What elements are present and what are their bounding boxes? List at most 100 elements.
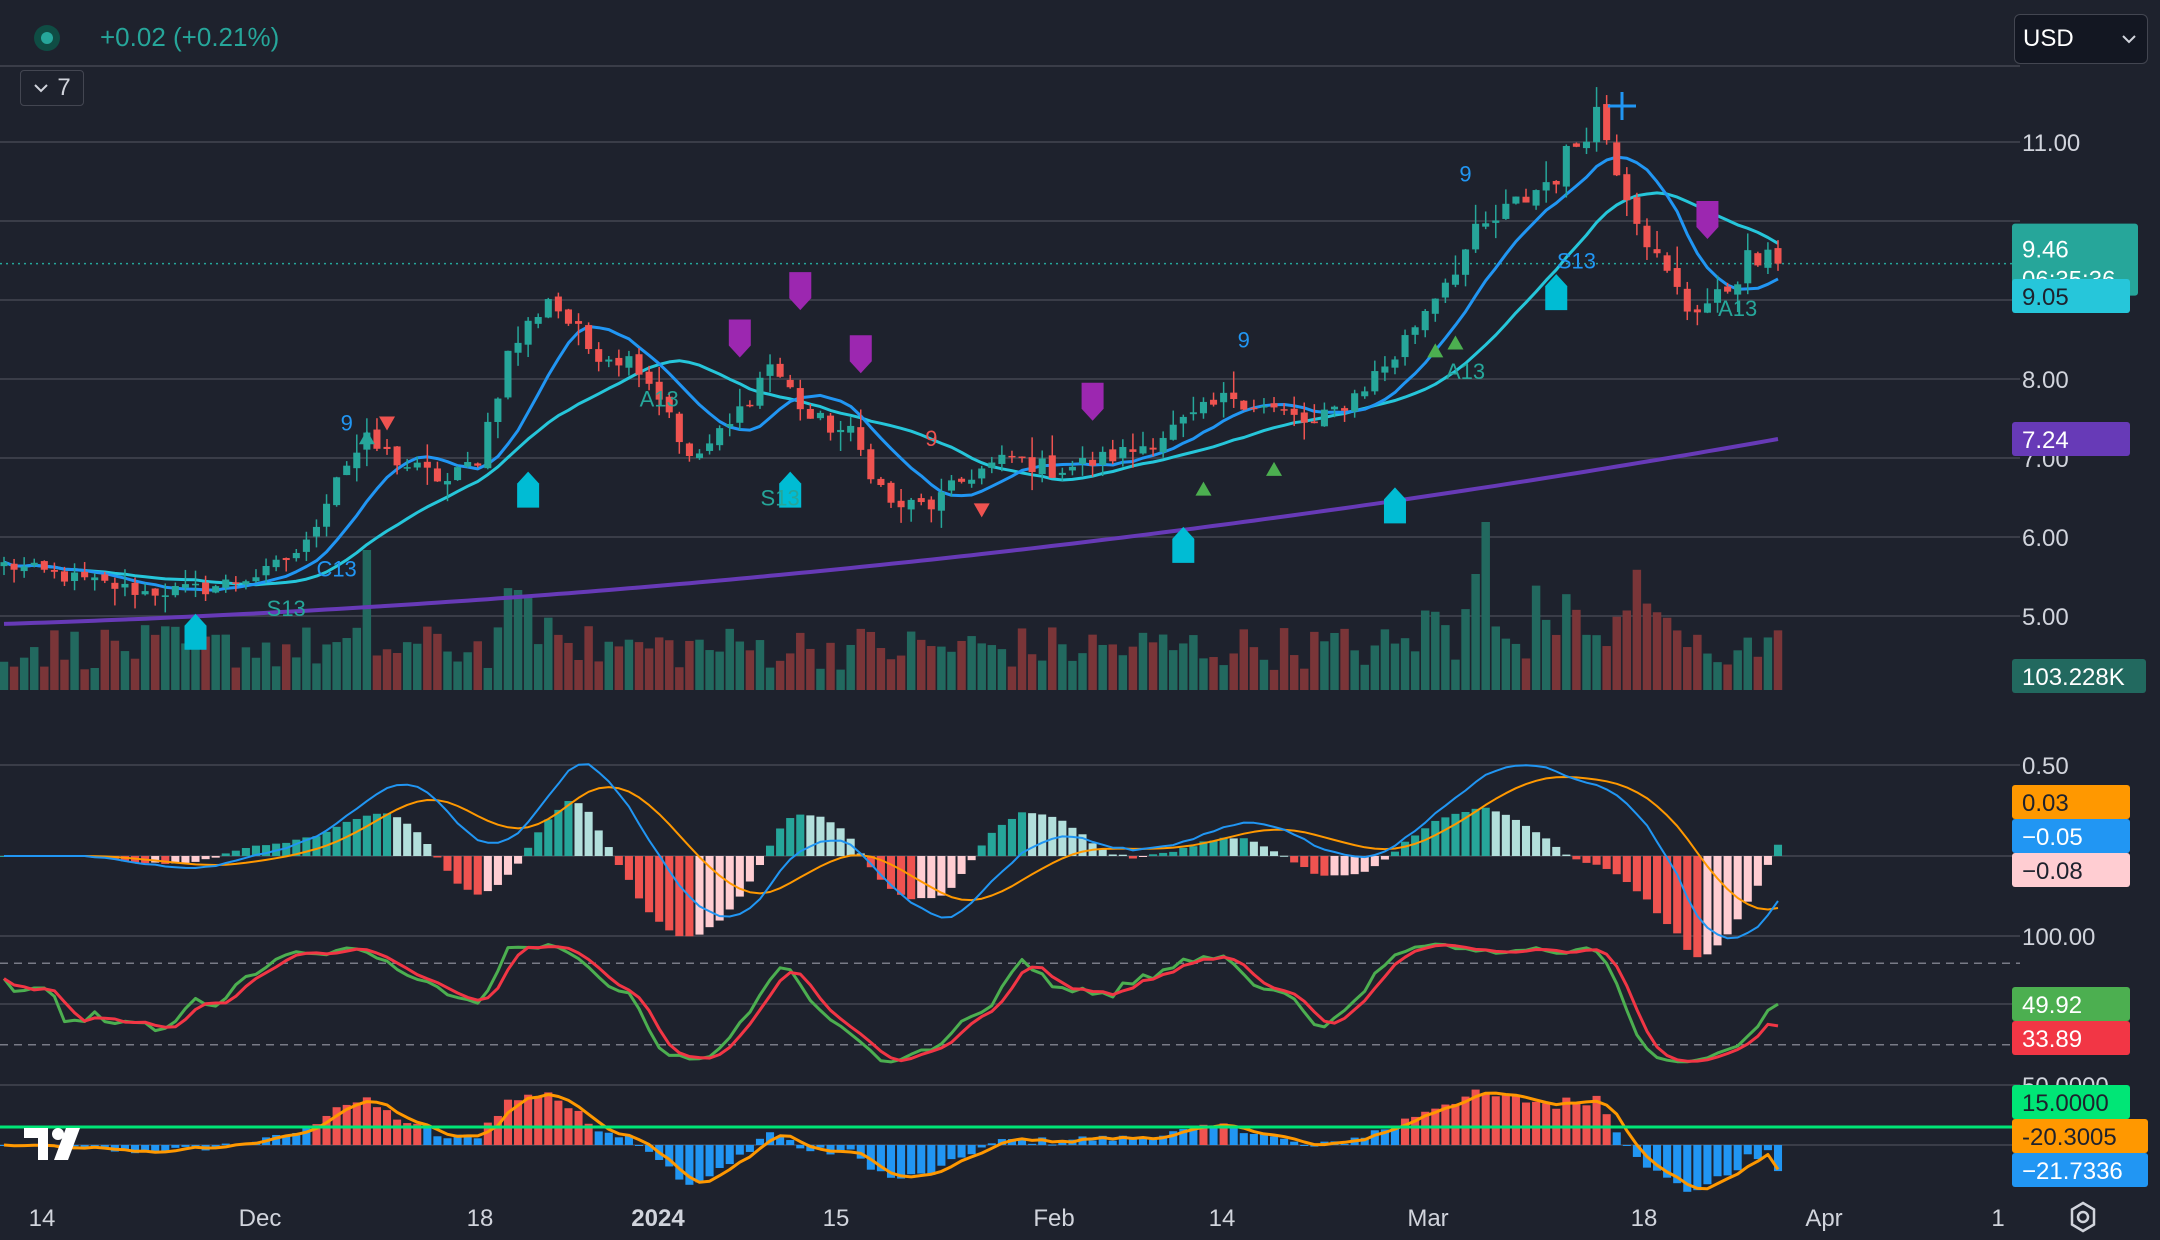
candle [1381,356,1389,382]
candle-body [978,468,986,479]
candle-body [1129,449,1137,452]
macd-histogram-bar [1552,846,1561,856]
volume-bar [1158,634,1168,690]
candle [252,569,260,583]
candle [353,434,361,482]
candle [141,583,149,596]
candle-body [514,342,522,353]
candle [897,488,905,523]
candle [1441,278,1449,303]
time-axis-label: Mar [1407,1205,1448,1232]
currency-select[interactable]: USD [2014,14,2148,64]
candle-body [947,480,956,491]
candle-body [897,500,905,508]
macd-histogram-bar [1149,854,1158,856]
candle-body [1703,303,1711,313]
candle-body [1199,401,1207,414]
price-change-text: +0.02 (+0.21%) [100,22,280,52]
currency-value: USD [2023,25,2074,52]
sma-slow-line [3,437,1779,626]
candle-body [373,429,381,449]
candle [907,497,915,522]
macd-histogram-bar [171,856,180,864]
volume-bar [80,669,89,690]
osc-histogram-bar [1451,1103,1460,1145]
macd-histogram-bar [1360,856,1369,872]
osc-histogram-bar [322,1115,331,1145]
osc-histogram-bar [80,1145,89,1148]
osc-histogram-bar [665,1145,674,1167]
osc-histogram-bar [695,1145,704,1183]
candle [1361,386,1369,399]
candle-body [1633,197,1641,224]
volume-bar [120,651,130,690]
time-axis-label: Apr [1805,1205,1842,1232]
up-triangle-icon [1195,481,1212,496]
candle-body [1210,399,1218,405]
stoch-d-line [3,943,1779,1063]
candle-body [1189,412,1197,415]
candle-body [1774,248,1782,264]
candle [20,557,28,578]
candle [776,357,784,378]
candle-body [141,591,149,595]
candle [615,349,623,377]
volume-bar [1713,662,1722,690]
macd-histogram-bar [1592,856,1601,865]
candle [1401,329,1409,366]
macd-histogram-bar [594,830,603,856]
time-axis-label: 2024 [631,1205,685,1232]
candle [927,496,935,523]
candle-body [302,539,310,552]
candle-body [675,413,683,443]
macd-histogram-bar [1007,818,1016,856]
candle [968,469,976,488]
osc-histogram-bar [846,1145,855,1150]
candle [816,410,824,421]
macd-histogram-bar [796,814,805,856]
osc-histogram-bar [70,1145,79,1147]
volume-value-tag: 103.228K [2012,659,2146,693]
candle-body [595,349,603,362]
macd-histogram-bar [322,831,331,856]
collapse-indicators-button[interactable]: 7 [20,70,84,106]
time-axis-label: 15 [823,1205,850,1232]
osc-histogram-bar [1411,1116,1420,1145]
signal-annotation: A13 [1446,359,1485,384]
macd-signal-value-tag: 0.03 [2012,785,2130,819]
osc-histogram-bar [624,1135,633,1145]
volume-bar [1027,654,1037,690]
volume-bar [634,642,644,690]
volume-bar [685,640,694,690]
candle [60,566,69,587]
osc-value-tag: −21.7336 [2012,1153,2148,1187]
volume-bar [846,644,855,690]
sma-fast-line [3,155,1779,592]
candle [1320,402,1328,427]
candle-body [1028,457,1036,473]
candle [1089,451,1097,477]
candle-body [685,443,693,457]
candle-body [252,577,260,582]
osc-histogram-bar [1239,1133,1248,1145]
buy-signal-icon [779,471,802,508]
settings-gear-icon[interactable] [2066,1200,2100,1234]
candle [1522,188,1530,203]
up-triangle-icon [358,430,375,445]
osc-histogram-bar [473,1138,482,1145]
candle [292,548,300,562]
volume-bar [564,642,573,690]
candle-body [1371,371,1379,392]
volume-bar [866,631,876,690]
osc-histogram-bar [776,1136,785,1145]
volume-bar [755,640,765,690]
candle-body [1401,335,1409,358]
macd-histogram-bar [957,856,966,874]
candle-body [1280,409,1288,411]
volume-bar [0,661,9,690]
volume-bar [1703,653,1712,690]
macd-histogram-bar [1411,835,1420,856]
volume-bar [1491,626,1501,690]
candle-body [111,582,119,589]
